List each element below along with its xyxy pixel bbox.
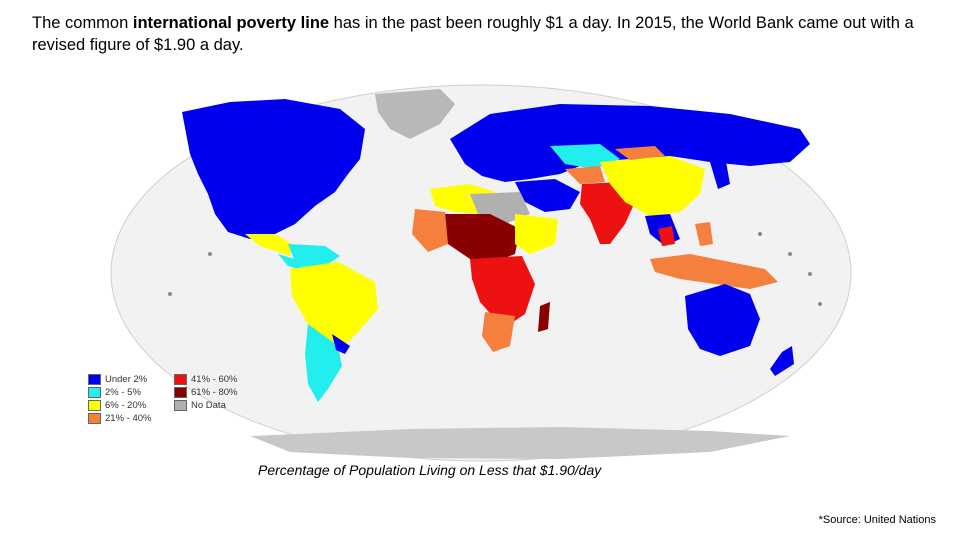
south-america-south — [305, 324, 342, 402]
legend-item: 61% - 80% — [174, 386, 237, 398]
greenland-region — [375, 89, 455, 139]
legend-label: No Data — [191, 399, 226, 411]
southern-africa-region — [470, 256, 535, 324]
legend-label: 61% - 80% — [191, 386, 238, 398]
indochina-region — [658, 226, 675, 246]
china-region — [600, 156, 705, 216]
middle-east-region — [515, 179, 580, 212]
map-graphic — [110, 84, 852, 462]
legend-swatch — [174, 373, 187, 385]
south-africa-region — [482, 312, 515, 352]
legend-label: 6% - 20% — [105, 399, 147, 411]
headline-emphasis: international poverty line — [132, 14, 330, 32]
legend-item: 2% - 5% — [88, 386, 141, 398]
central-africa-region — [440, 214, 520, 262]
west-africa-region — [412, 209, 448, 252]
legend-item: 6% - 20% — [88, 399, 146, 411]
indonesia-region — [650, 254, 778, 289]
legend-swatch — [174, 386, 187, 398]
central-america-region — [278, 254, 305, 270]
south-america-north — [288, 244, 340, 268]
legend-swatch — [88, 386, 101, 398]
legend-label: 21% - 40% — [105, 412, 152, 424]
legend-swatch — [88, 373, 101, 385]
map-legend: Under 2% 41% - 60% 2% - 5% 61% - 80% 6% … — [88, 373, 268, 428]
legend-label: Under 2% — [105, 373, 148, 385]
legend-swatch — [88, 412, 101, 424]
philippines-region — [695, 222, 713, 246]
australia-region — [685, 284, 760, 356]
legend-item: 21% - 40% — [88, 412, 151, 424]
mexico-region — [245, 234, 292, 256]
antarctica-region — [250, 427, 790, 459]
legend-item: No Data — [174, 399, 226, 411]
mongolia-region — [615, 146, 665, 160]
east-africa-region — [515, 214, 558, 254]
new-zealand-region — [770, 346, 794, 376]
pakistan-region — [565, 166, 605, 184]
north-america-region — [182, 99, 365, 239]
headline: The common international poverty line ha… — [32, 14, 914, 54]
world-poverty-map — [110, 84, 852, 462]
legend-swatch — [174, 399, 187, 411]
legend-item: Under 2% — [88, 373, 147, 385]
legend-label: 41% - 60% — [191, 373, 238, 385]
argentina-region — [332, 334, 350, 354]
legend-label: 2% - 5% — [105, 386, 141, 398]
map-caption: Percentage of Population Living on Less … — [258, 462, 602, 478]
legend-item: 41% - 60% — [174, 373, 237, 385]
japan-region — [710, 156, 730, 189]
legend-swatch — [88, 399, 101, 411]
source-note: *Source: United Nations — [818, 514, 936, 526]
madagascar-region — [538, 302, 550, 332]
